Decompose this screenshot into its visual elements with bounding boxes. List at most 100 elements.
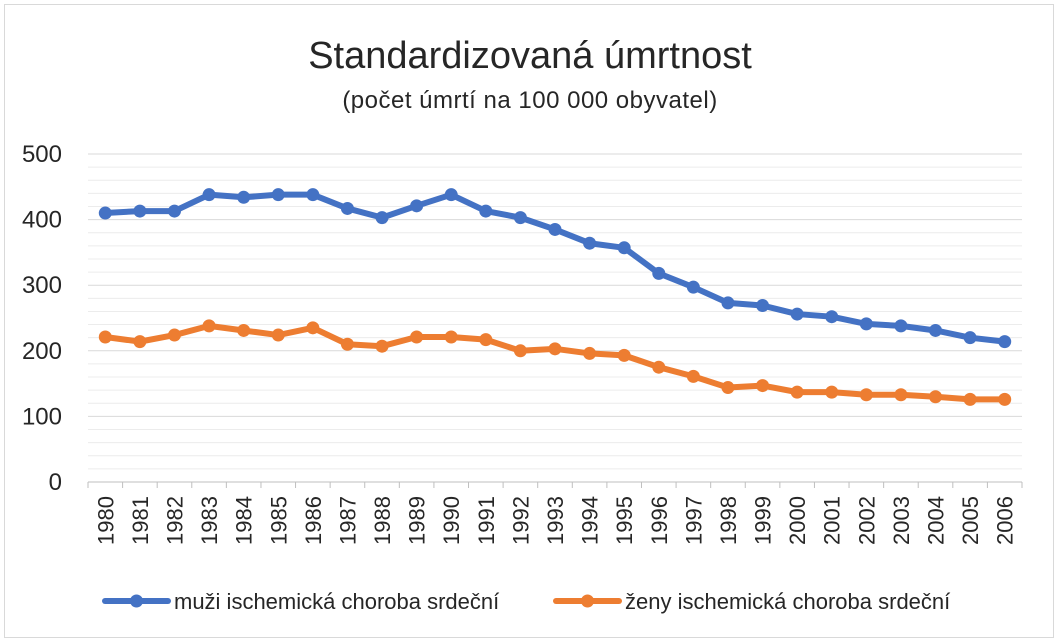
data-point [963, 392, 977, 406]
data-point [444, 330, 458, 344]
data-point [859, 388, 873, 402]
series-line [102, 322, 1008, 403]
x-tick-label: 1981 [128, 496, 153, 545]
y-tick-label: 200 [22, 338, 62, 365]
y-tick-label: 100 [22, 403, 62, 430]
data-point [375, 211, 389, 225]
data-point [306, 188, 320, 202]
data-point [340, 201, 354, 215]
legend-label: muži ischemická choroba srdeční [174, 589, 499, 614]
chart-frame [4, 4, 1054, 638]
data-point [133, 204, 147, 218]
y-tick-label: 0 [49, 469, 62, 496]
legend-swatch-marker [581, 594, 594, 608]
data-point [617, 348, 631, 362]
data-point [513, 211, 527, 225]
x-tick-label: 1994 [578, 496, 603, 545]
data-point [271, 188, 285, 202]
data-point [479, 333, 493, 347]
legend-label: ženy ischemická choroba srdeční [625, 589, 950, 614]
y-tick-label: 500 [22, 141, 62, 168]
data-point [859, 317, 873, 331]
x-tick-label: 1985 [266, 496, 291, 545]
data-point [375, 339, 389, 353]
data-point [652, 266, 666, 280]
data-point [271, 328, 285, 342]
data-point [202, 188, 216, 202]
series-1 [98, 188, 1012, 349]
x-tick-label: 2000 [785, 496, 810, 545]
data-point [306, 321, 320, 335]
x-tick-label: 1996 [647, 496, 672, 545]
data-point [167, 328, 181, 342]
data-point [202, 319, 216, 333]
data-point [548, 342, 562, 356]
data-point [756, 379, 770, 393]
legend-item-1: muži ischemická choroba srdeční [102, 589, 499, 614]
x-tick-label: 1980 [93, 496, 118, 545]
data-point [790, 385, 804, 399]
data-point [894, 388, 908, 402]
data-point [167, 204, 181, 218]
data-point [825, 310, 839, 324]
data-point [410, 330, 424, 344]
data-point [998, 392, 1012, 406]
x-tick-label: 1997 [681, 496, 706, 545]
data-point [721, 296, 735, 310]
x-tick-label: 1983 [197, 496, 222, 545]
x-tick-label: 1999 [751, 496, 776, 545]
x-tick-label: 1982 [162, 496, 187, 545]
x-tick-label: 2005 [958, 496, 983, 545]
x-tick-label: 1995 [612, 496, 637, 545]
data-point [686, 369, 700, 383]
data-point [929, 390, 943, 404]
x-tick-label: 2003 [889, 496, 914, 545]
x-tick-label: 2001 [820, 496, 845, 545]
data-point [790, 307, 804, 321]
data-point [340, 337, 354, 351]
series-2 [98, 319, 1012, 406]
data-point [686, 280, 700, 294]
data-point [133, 335, 147, 349]
data-point [513, 344, 527, 358]
x-tick-label: 1987 [335, 496, 360, 545]
data-point [617, 241, 631, 255]
series-group [98, 188, 1012, 406]
data-point [894, 319, 908, 333]
chart-subtitle: (počet úmrtí na 100 000 obyvatel) [342, 87, 717, 114]
data-point [998, 335, 1012, 349]
data-point [98, 330, 112, 344]
x-tick-label: 1989 [405, 496, 430, 545]
data-point [652, 360, 666, 374]
data-point [237, 323, 251, 337]
data-point [929, 323, 943, 337]
x-tick-label: 2006 [993, 496, 1018, 545]
x-tick-label: 1986 [301, 496, 326, 545]
data-point [410, 199, 424, 213]
y-tick-label: 300 [22, 272, 62, 299]
x-tick-label: 2002 [854, 496, 879, 545]
x-tick-label: 1984 [232, 496, 257, 545]
data-point [98, 206, 112, 220]
x-tick-label: 1998 [716, 496, 741, 545]
x-axis: 1980 1981 1982 1983 1984 1985 1986 1987 1988 1989… [87, 481, 1023, 545]
data-point [444, 188, 458, 202]
x-tick-label: 1993 [543, 496, 568, 545]
legend-item-2: ženy ischemická choroba srdeční [553, 589, 950, 614]
data-point [479, 204, 493, 218]
x-tick-label: 2004 [924, 496, 949, 545]
data-point [583, 346, 597, 360]
data-point [548, 222, 562, 236]
x-tick-label: 1991 [474, 496, 499, 545]
y-axis: 0 100 200 300 400 500 [22, 141, 62, 496]
data-point [756, 299, 770, 313]
data-point [721, 381, 735, 395]
data-point [583, 236, 597, 250]
x-tick-label: 1992 [508, 496, 533, 545]
data-point [237, 190, 251, 204]
chart-title: Standardizovaná úmrtnost [308, 35, 752, 77]
legend: muži ischemická choroba srdeční ženy isch… [102, 589, 950, 614]
x-tick-label: 1990 [439, 496, 464, 545]
y-tick-label: 400 [22, 207, 62, 234]
